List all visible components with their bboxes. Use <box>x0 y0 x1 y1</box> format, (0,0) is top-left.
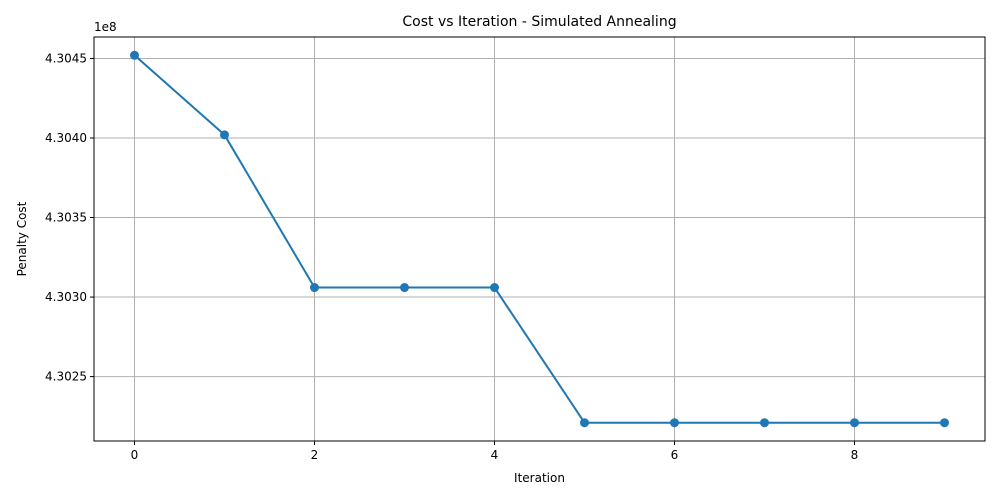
y-tick-label: 4.3025 <box>45 370 87 384</box>
x-tick-label: 8 <box>851 448 859 462</box>
series-cost <box>130 50 949 428</box>
data-point <box>310 283 319 293</box>
y-axis-offset-label: 1e8 <box>94 20 117 34</box>
y-tick-label: 4.3035 <box>45 211 87 225</box>
data-point <box>580 418 589 428</box>
data-point <box>760 418 769 428</box>
x-tick-label: 0 <box>131 448 139 462</box>
plot-frame <box>93 36 986 442</box>
y-tick-label: 4.3030 <box>45 290 87 304</box>
chart-title: Cost vs Iteration - Simulated Annealing <box>402 14 676 30</box>
data-point <box>130 50 139 60</box>
data-point <box>850 418 859 428</box>
y-tick-label: 4.3040 <box>45 131 87 145</box>
x-tick-label: 4 <box>491 448 499 462</box>
data-point <box>670 418 679 428</box>
y-axis-ticks: 4.3025 4.3030 4.3035 4.3040 4.3045 <box>45 51 94 384</box>
x-axis-ticks: 0 2 4 6 8 <box>131 441 859 462</box>
x-tick-label: 6 <box>671 448 679 462</box>
data-point <box>220 130 229 140</box>
data-point <box>490 283 499 293</box>
data-point <box>400 283 409 293</box>
grid-lines <box>94 37 985 441</box>
y-tick-label: 4.3045 <box>45 51 87 65</box>
x-axis-label: Iteration <box>514 471 565 485</box>
series-line <box>133 54 945 424</box>
data-point <box>940 418 949 428</box>
x-tick-label: 2 <box>311 448 319 462</box>
y-axis-label: Penalty Cost <box>15 201 29 276</box>
